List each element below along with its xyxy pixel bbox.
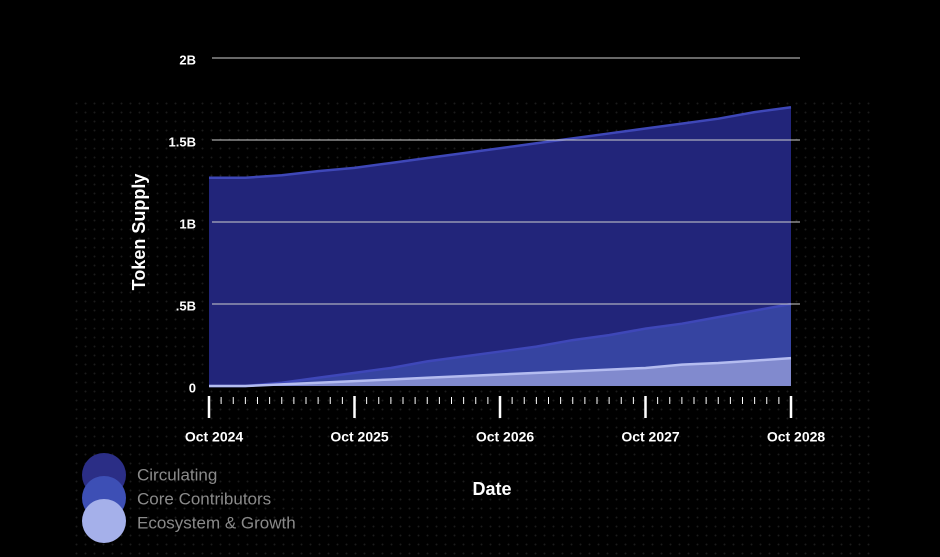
y-tick-label: 0 bbox=[189, 380, 196, 395]
area bbox=[209, 304, 791, 386]
y-tick-label: .5B bbox=[176, 298, 196, 313]
x-tick-label: Oct 2024 bbox=[185, 429, 244, 445]
x-tick-label: Oct 2026 bbox=[476, 429, 535, 445]
area-edge bbox=[209, 105, 792, 179]
y-tick-label: 1B bbox=[179, 216, 196, 231]
area-edge bbox=[209, 356, 792, 388]
y-tick-label: 2B bbox=[179, 52, 196, 67]
area bbox=[209, 358, 791, 386]
x-tick-label: Oct 2028 bbox=[767, 429, 826, 445]
y-axis-label: Token Supply bbox=[129, 174, 149, 291]
x-tick-label: Oct 2025 bbox=[330, 429, 389, 445]
legend-label: Circulating bbox=[137, 465, 217, 484]
legend-label: Ecosystem & Growth bbox=[137, 513, 296, 532]
legend-label: Core Contributors bbox=[137, 489, 271, 508]
area bbox=[209, 107, 791, 386]
y-tick-label: 1.5B bbox=[169, 134, 196, 149]
area-edge bbox=[209, 302, 792, 388]
legend-swatch bbox=[82, 499, 126, 543]
x-tick-label: Oct 2027 bbox=[621, 429, 680, 445]
x-axis-label: Date bbox=[472, 479, 511, 499]
